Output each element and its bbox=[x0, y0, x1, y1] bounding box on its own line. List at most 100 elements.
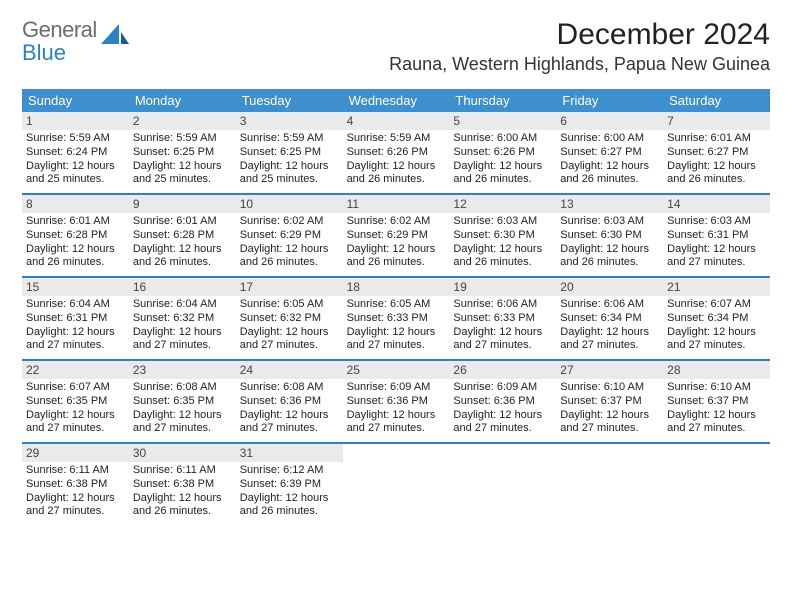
day-cell: 26Sunrise: 6:09 AMSunset: 6:36 PMDayligh… bbox=[449, 361, 556, 442]
day-info: Sunrise: 6:09 AMSunset: 6:36 PMDaylight:… bbox=[347, 381, 446, 436]
date-number: 24 bbox=[236, 361, 343, 379]
sunset-line: Sunset: 6:28 PM bbox=[26, 229, 125, 243]
day-header: Friday bbox=[556, 89, 663, 112]
sunrise-line: Sunrise: 6:03 AM bbox=[453, 215, 552, 229]
day-cell: 29Sunrise: 6:11 AMSunset: 6:38 PMDayligh… bbox=[22, 444, 129, 525]
sunset-line: Sunset: 6:29 PM bbox=[240, 229, 339, 243]
week-row: 29Sunrise: 6:11 AMSunset: 6:38 PMDayligh… bbox=[22, 444, 770, 525]
day-info: Sunrise: 6:01 AMSunset: 6:28 PMDaylight:… bbox=[133, 215, 232, 270]
day-cell: 6Sunrise: 6:00 AMSunset: 6:27 PMDaylight… bbox=[556, 112, 663, 193]
date-number: 22 bbox=[22, 361, 129, 379]
date-number: 27 bbox=[556, 361, 663, 379]
sunrise-line: Sunrise: 6:05 AM bbox=[347, 298, 446, 312]
day-info: Sunrise: 5:59 AMSunset: 6:26 PMDaylight:… bbox=[347, 132, 446, 187]
sunrise-line: Sunrise: 5:59 AM bbox=[347, 132, 446, 146]
day-info: Sunrise: 6:08 AMSunset: 6:35 PMDaylight:… bbox=[133, 381, 232, 436]
date-number: 1 bbox=[22, 112, 129, 130]
sunrise-line: Sunrise: 6:02 AM bbox=[347, 215, 446, 229]
day-cell: 5Sunrise: 6:00 AMSunset: 6:26 PMDaylight… bbox=[449, 112, 556, 193]
sunrise-line: Sunrise: 6:06 AM bbox=[560, 298, 659, 312]
day-cell: 3Sunrise: 5:59 AMSunset: 6:25 PMDaylight… bbox=[236, 112, 343, 193]
daylight-line: Daylight: 12 hours and 26 minutes. bbox=[347, 160, 446, 188]
title-block: December 2024 Rauna, Western Highlands, … bbox=[389, 18, 770, 75]
sunset-line: Sunset: 6:33 PM bbox=[347, 312, 446, 326]
day-header-row: Sunday Monday Tuesday Wednesday Thursday… bbox=[22, 89, 770, 112]
day-header: Sunday bbox=[22, 89, 129, 112]
day-cell: 27 Sunrise: 6:10 AMSunset: 6:37 PMDayligh… bbox=[556, 361, 663, 442]
sunrise-line: Sunrise: 6:00 AM bbox=[453, 132, 552, 146]
date-number: 3 bbox=[236, 112, 343, 130]
sunset-line: Sunset: 6:31 PM bbox=[26, 312, 125, 326]
sunrise-line: Sunrise: 5:59 AM bbox=[133, 132, 232, 146]
sunrise-line: Sunrise: 6:10 AM bbox=[667, 381, 766, 395]
day-cell: 15Sunrise: 6:04 AMSunset: 6:31 PMDayligh… bbox=[22, 278, 129, 359]
sunset-line: Sunset: 6:32 PM bbox=[240, 312, 339, 326]
day-cell: 1 Sunrise: 5:59 AMSunset: 6:24 PMDaylight… bbox=[22, 112, 129, 193]
daylight-line: Daylight: 12 hours and 27 minutes. bbox=[453, 409, 552, 437]
page-header: General Blue December 2024 Rauna, Wester… bbox=[22, 18, 770, 75]
day-cell: 25Sunrise: 6:09 AMSunset: 6:36 PMDayligh… bbox=[343, 361, 450, 442]
day-cell bbox=[449, 444, 556, 525]
date-number: 15 bbox=[22, 278, 129, 296]
sunset-line: Sunset: 6:26 PM bbox=[347, 146, 446, 160]
day-cell: 23Sunrise: 6:08 AMSunset: 6:35 PMDayligh… bbox=[129, 361, 236, 442]
sunrise-line: Sunrise: 6:09 AM bbox=[453, 381, 552, 395]
sunset-line: Sunset: 6:24 PM bbox=[26, 146, 125, 160]
day-cell: 4Sunrise: 5:59 AMSunset: 6:26 PMDaylight… bbox=[343, 112, 450, 193]
sunrise-line: Sunrise: 6:03 AM bbox=[667, 215, 766, 229]
day-cell: 13Sunrise: 6:03 AMSunset: 6:30 PMDayligh… bbox=[556, 195, 663, 276]
date-number: 29 bbox=[22, 444, 129, 462]
sunset-line: Sunset: 6:30 PM bbox=[453, 229, 552, 243]
sunset-line: Sunset: 6:34 PM bbox=[667, 312, 766, 326]
daylight-line: Daylight: 12 hours and 25 minutes. bbox=[26, 160, 125, 188]
sunset-line: Sunset: 6:37 PM bbox=[667, 395, 766, 409]
day-info: Sunrise: 6:00 AMSunset: 6:27 PMDaylight:… bbox=[560, 132, 659, 187]
week-row: 8Sunrise: 6:01 AMSunset: 6:28 PMDaylight… bbox=[22, 195, 770, 278]
brand-line2: Blue bbox=[22, 41, 97, 64]
sunset-line: Sunset: 6:38 PM bbox=[133, 478, 232, 492]
daylight-line: Daylight: 12 hours and 25 minutes. bbox=[240, 160, 339, 188]
sunset-line: Sunset: 6:38 PM bbox=[26, 478, 125, 492]
daylight-line: Daylight: 12 hours and 27 minutes. bbox=[133, 326, 232, 354]
sunset-line: Sunset: 6:27 PM bbox=[560, 146, 659, 160]
date-number: 11 bbox=[343, 195, 450, 213]
day-info: Sunrise: 6:05 AMSunset: 6:33 PMDaylight:… bbox=[347, 298, 446, 353]
sunset-line: Sunset: 6:39 PM bbox=[240, 478, 339, 492]
day-info: Sunrise: 6:12 AMSunset: 6:39 PMDaylight:… bbox=[240, 464, 339, 519]
brand-logo: General Blue bbox=[22, 18, 129, 64]
week-row: 15 Sunrise: 6:04 AMSunset: 6:31 PM Dayligh… bbox=[22, 278, 770, 361]
daylight-line: Daylight: 12 hours and 27 minutes. bbox=[133, 409, 232, 437]
day-info: Sunrise: 6:04 AMSunset: 6:32 PMDaylight:… bbox=[133, 298, 232, 353]
daylight-line: Daylight: 12 hours and 27 minutes. bbox=[667, 243, 766, 271]
sunrise-line: Sunrise: 6:08 AM bbox=[240, 381, 339, 395]
day-info: Sunrise: 6:06 AMSunset: 6:34 PMDaylight:… bbox=[560, 298, 659, 353]
day-cell: 18Sunrise: 6:05 AMSunset: 6:33 PMDayligh… bbox=[343, 278, 450, 359]
day-cell: 19Sunrise: 6:06 AMSunset: 6:33 PMDayligh… bbox=[449, 278, 556, 359]
week-row: 22Sunrise: 6:07 AMSunset: 6:35 PMDayligh… bbox=[22, 361, 770, 444]
sunset-line: Sunset: 6:25 PM bbox=[133, 146, 232, 160]
day-info: Sunrise: 6:05 AMSunset: 6:32 PMDaylight:… bbox=[240, 298, 339, 353]
day-header: Saturday bbox=[663, 89, 770, 112]
date-number: 7 bbox=[663, 112, 770, 130]
sail-icon bbox=[101, 22, 129, 44]
day-cell: 16Sunrise: 6:04 AMSunset: 6:32 PMDayligh… bbox=[129, 278, 236, 359]
day-cell: 12Sunrise: 6:03 AMSunset: 6:30 PMDayligh… bbox=[449, 195, 556, 276]
brand-text: General Blue bbox=[22, 18, 97, 64]
date-number: 12 bbox=[449, 195, 556, 213]
day-header: Wednesday bbox=[343, 89, 450, 112]
date-number: 31 bbox=[236, 444, 343, 462]
daylight-line: Daylight: 12 hours and 27 minutes. bbox=[560, 409, 659, 437]
date-number: 9 bbox=[129, 195, 236, 213]
day-cell: 14Sunrise: 6:03 AMSunset: 6:31 PMDayligh… bbox=[663, 195, 770, 276]
sunrise-line: Sunrise: 5:59 AM bbox=[26, 132, 125, 146]
sunrise-line: Sunrise: 6:11 AM bbox=[26, 464, 125, 478]
day-cell: 10Sunrise: 6:02 AMSunset: 6:29 PMDayligh… bbox=[236, 195, 343, 276]
daylight-line: Daylight: 12 hours and 26 minutes. bbox=[453, 160, 552, 188]
sunset-line: Sunset: 6:35 PM bbox=[133, 395, 232, 409]
calendar: Sunday Monday Tuesday Wednesday Thursday… bbox=[22, 89, 770, 525]
daylight-line: Daylight: 12 hours and 26 minutes. bbox=[560, 160, 659, 188]
day-cell: 2Sunrise: 5:59 AMSunset: 6:25 PMDaylight… bbox=[129, 112, 236, 193]
day-info: Sunrise: 6:10 AMSunset: 6:37 PMDaylight:… bbox=[560, 381, 659, 436]
daylight-line: Daylight: 12 hours and 27 minutes. bbox=[667, 409, 766, 437]
sunrise-line: Sunrise: 6:04 AM bbox=[26, 298, 125, 312]
